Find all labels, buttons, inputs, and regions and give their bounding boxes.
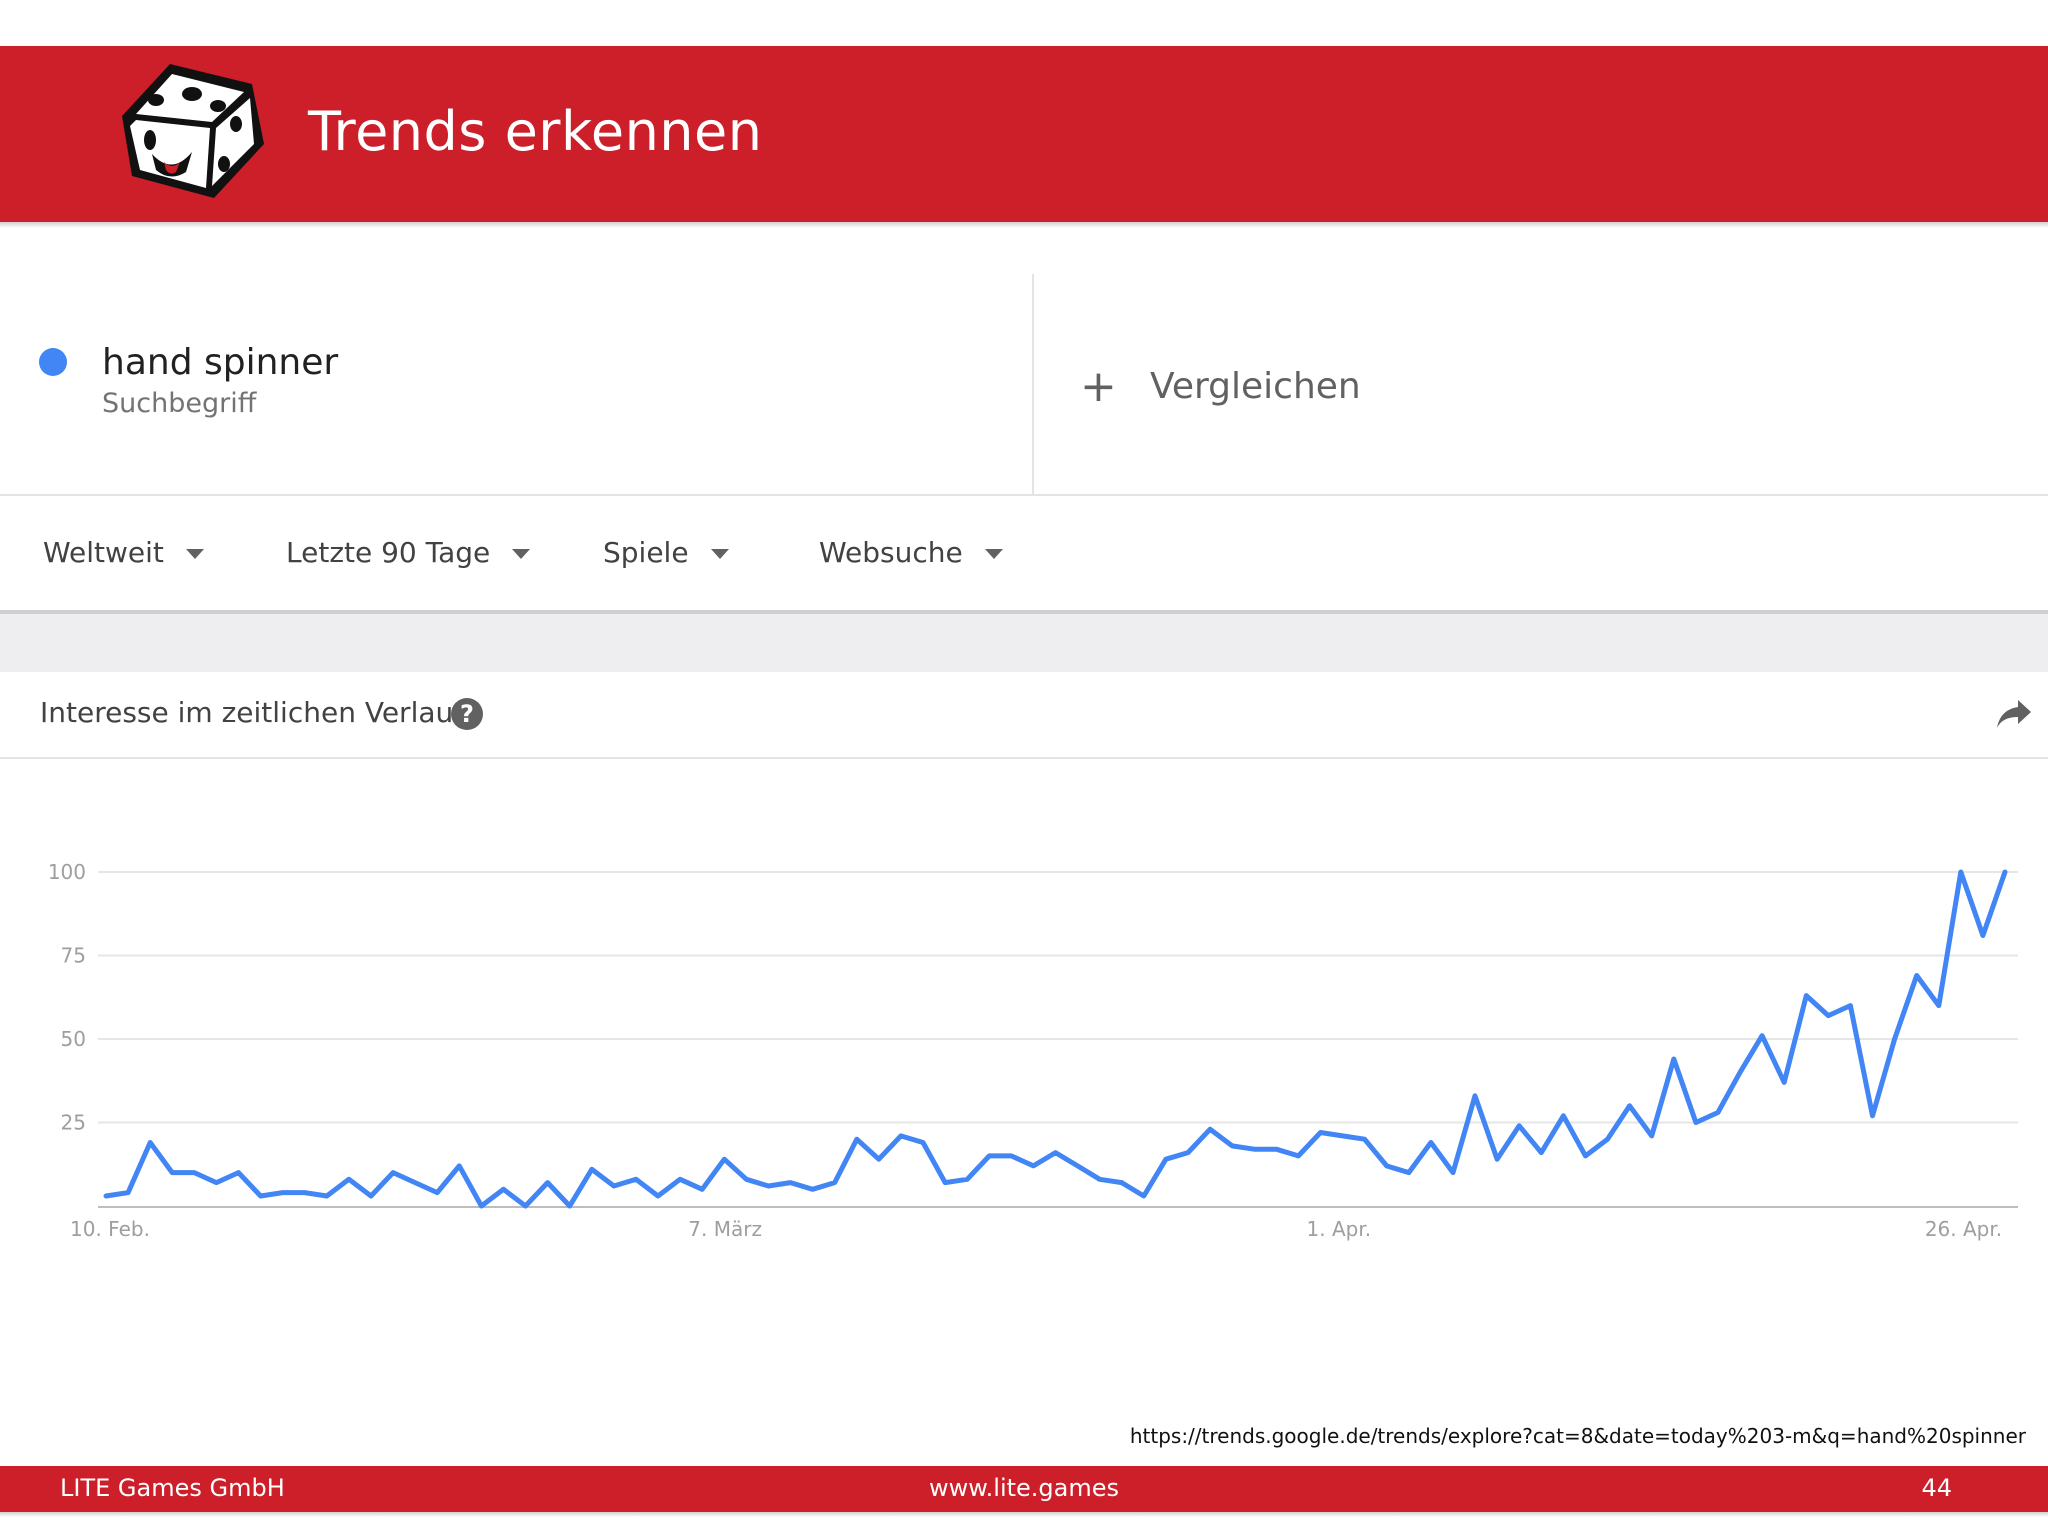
filter-bar-shadow	[0, 610, 2048, 614]
filter-timerange-dropdown[interactable]: Letzte 90 Tage	[286, 536, 531, 569]
help-icon[interactable]: ?	[451, 698, 483, 730]
filter-category-label: Spiele	[603, 536, 689, 569]
filter-bar: Weltweit Letzte 90 Tage Spiele Websuche	[0, 496, 2048, 610]
dice-logo-icon	[122, 64, 264, 198]
plus-icon: +	[1080, 360, 1117, 412]
footer-shadow	[0, 1512, 2048, 1517]
footer-website: www.lite.games	[928, 1474, 1120, 1502]
filter-searchtype-label: Websuche	[819, 536, 963, 569]
chevron-down-icon	[185, 548, 204, 559]
chevron-down-icon	[710, 548, 729, 559]
y-tick-label-2: 75	[61, 944, 86, 968]
compare-button[interactable]: + Vergleichen	[1080, 360, 1361, 412]
y-tick-label-1: 50	[61, 1027, 86, 1051]
filter-region-dropdown[interactable]: Weltweit	[43, 536, 204, 569]
header-shadow	[0, 222, 2048, 228]
x-tick-label-1: 7. März	[688, 1217, 762, 1241]
slide-header	[0, 46, 2048, 222]
x-tick-label-0: 10. Feb.	[70, 1217, 150, 1241]
filter-category-dropdown[interactable]: Spiele	[603, 536, 729, 569]
search-term-type: Suchbegriff	[102, 388, 257, 419]
slide-footer: LITE Games GmbH www.lite.games 44	[0, 1466, 2048, 1512]
source-url[interactable]: https://trends.google.de/trends/explore?…	[1129, 1424, 2026, 1448]
slide-title: Trends erkennen	[308, 100, 763, 163]
chevron-down-icon	[984, 548, 1003, 559]
panel-divider	[1032, 274, 1034, 494]
share-icon[interactable]	[1996, 698, 2032, 730]
search-term-color-dot	[39, 348, 67, 376]
y-tick-label-0: 25	[61, 1111, 86, 1135]
section-separator	[0, 614, 2048, 672]
x-tick-label-3: 26. Apr.	[1925, 1217, 2002, 1241]
chevron-down-icon	[512, 548, 531, 559]
filter-searchtype-dropdown[interactable]: Websuche	[819, 536, 1003, 569]
page-number: 44	[1921, 1474, 1952, 1502]
divider-line	[0, 494, 2048, 496]
footer-company: LITE Games GmbH	[60, 1474, 285, 1502]
y-tick-label-3: 100	[48, 860, 86, 884]
interest-over-time-chart: 25 50 75 100 10. Feb. 7. März 1. Apr. 26. Apr.	[48, 860, 2018, 1241]
compare-label: Vergleichen	[1150, 366, 1361, 407]
chart-card-title: Interesse im zeitlichen Verlauf	[40, 696, 464, 729]
search-term-name[interactable]: hand spinner	[102, 342, 339, 383]
series-line	[103, 869, 2008, 1209]
card-divider	[0, 757, 2048, 759]
filter-region-label: Weltweit	[43, 536, 164, 569]
x-tick-label-2: 1. Apr.	[1307, 1217, 1372, 1241]
filter-timerange-label: Letzte 90 Tage	[286, 536, 491, 569]
